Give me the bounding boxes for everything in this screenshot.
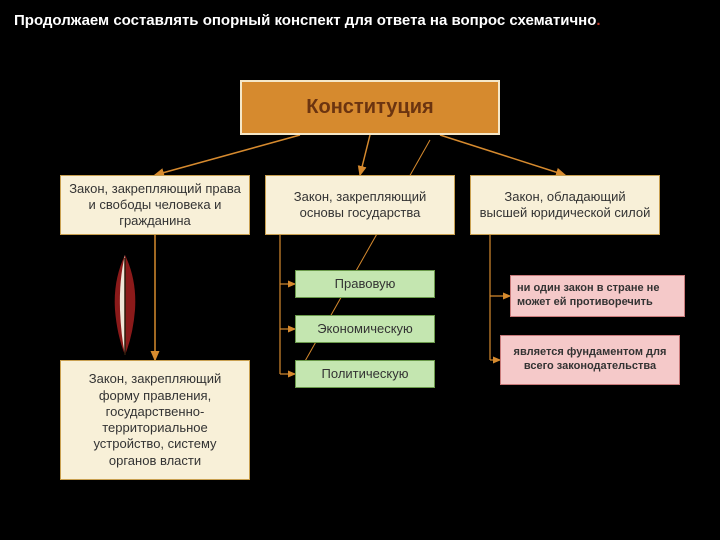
col3-top-node: Закон, обладающий высшей юридической сил… [470,175,660,235]
col1-top-text: Закон, закрепляющий права и свободы чело… [69,181,241,230]
col1-bottom-node: Закон, закрепляющий форму правления, гос… [60,360,250,480]
slide-heading: Продолжаем составлять опорный конспект д… [14,12,706,29]
col1-top-node: Закон, закрепляющий права и свободы чело… [60,175,250,235]
green1-text: Правовую [335,276,396,292]
green-node-2: Экономическую [295,315,435,343]
root-label: Конституция [306,95,433,120]
root-node: Конституция [240,80,500,135]
heading-dot: . [596,12,600,29]
col3-top-text: Закон, обладающий высшей юридической сил… [479,189,651,222]
pink-node-2: является фундаментом для всего законодат… [500,335,680,385]
col2-top-node: Закон, закрепляющий основы государства [265,175,455,235]
pink1-text: ни один закон в стране не может ей проти… [517,282,678,310]
col2-top-text: Закон, закрепляющий основы государства [274,189,446,222]
feather-icon [95,250,155,360]
green2-text: Экономическую [317,321,413,337]
green3-text: Политическую [322,366,409,382]
green-node-3: Политическую [295,360,435,388]
col1-bottom-text: Закон, закрепляющий форму правления, гос… [69,371,241,469]
heading-text: Продолжаем составлять опорный конспект д… [14,12,596,29]
pink-node-1: ни один закон в стране не может ей проти… [510,275,685,317]
pink2-text: является фундаментом для всего законодат… [507,346,673,374]
green-node-1: Правовую [295,270,435,298]
